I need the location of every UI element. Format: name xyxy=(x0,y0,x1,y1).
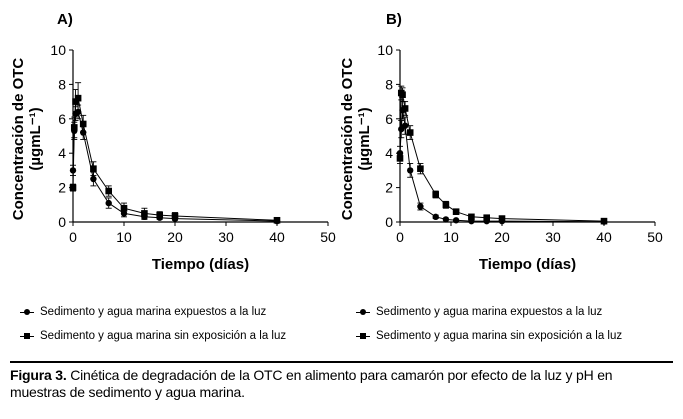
y-tick-label: 2 xyxy=(58,180,66,196)
x-tick-label: 10 xyxy=(116,229,132,245)
data-point-circle xyxy=(401,122,409,129)
data-point-square xyxy=(105,187,112,195)
legend-item-light: Sedimento y agua marina expuestos a la l… xyxy=(356,305,622,319)
legend-label-dark: Sedimento y agua marina sin exposición a… xyxy=(40,330,287,342)
data-point-square xyxy=(406,129,414,136)
y-axis-units: (µgmL⁻¹) xyxy=(27,107,44,170)
chart-panel-a: A) 0 2 4 6 8 10 0 10 20 30 40 50 Tiempo (días) Concent… xyxy=(10,11,336,273)
series-line xyxy=(72,111,278,222)
data-point-square xyxy=(90,165,97,172)
caption-label: Figura 3. xyxy=(10,367,67,383)
data-point-square xyxy=(141,210,148,217)
x-tick-label: 50 xyxy=(320,229,336,245)
x-axis-label: Tiempo (días) xyxy=(152,256,249,273)
x-tick-label: 40 xyxy=(269,229,285,245)
y-tick-label: 6 xyxy=(58,111,66,127)
x-tick-label: 0 xyxy=(69,229,77,245)
square-marker-icon xyxy=(20,331,34,341)
y-tick-label: 4 xyxy=(58,145,66,161)
data-point-square xyxy=(483,214,490,221)
x-axis-label: Tiempo (días) xyxy=(479,256,576,273)
data-point-circle xyxy=(442,216,450,223)
legend-label-dark: Sedimento y agua marina sin exposición a… xyxy=(376,330,623,342)
square-marker-icon xyxy=(356,331,370,341)
data-point-square xyxy=(70,124,78,131)
legend-item-light: Sedimento y agua marina expuestos a la l… xyxy=(20,305,286,319)
data-point-circle xyxy=(432,213,439,221)
x-tick-label: 20 xyxy=(494,229,510,245)
legend-panel-b: Sedimento y agua marina expuestos a la l… xyxy=(356,305,622,353)
data-point-square xyxy=(401,105,409,112)
x-tick-label: 30 xyxy=(545,229,561,245)
data-point-square xyxy=(399,91,406,99)
caption-divider xyxy=(10,361,673,363)
data-point-square xyxy=(452,208,460,215)
data-point-square xyxy=(69,184,77,191)
panel-label: B) xyxy=(386,11,402,28)
legend-label-light: Sedimento y agua marina expuestos a la l… xyxy=(376,306,603,318)
x-tick-label: 40 xyxy=(596,229,612,245)
panel-label: A) xyxy=(57,11,73,28)
data-point-square xyxy=(417,165,424,172)
y-axis-label: Concentración de OTC xyxy=(10,58,27,221)
data-point-square xyxy=(432,191,439,198)
y-axis-label: Concentración de OTC xyxy=(339,58,356,221)
data-point-square xyxy=(600,217,608,225)
data-point-circle xyxy=(452,217,460,224)
data-point-square xyxy=(120,204,128,212)
y-tick-label: 8 xyxy=(385,76,393,92)
circle-marker-icon xyxy=(20,307,34,317)
legend-item-dark: Sedimento y agua marina sin exposición a… xyxy=(356,329,622,343)
y-tick-label: 2 xyxy=(385,180,393,196)
y-tick-label: 4 xyxy=(385,145,393,161)
series-line xyxy=(399,110,605,223)
figure-caption: Figura 3. Cinética de degradación de la … xyxy=(10,367,670,401)
x-tick-label: 30 xyxy=(218,229,234,245)
data-point-square xyxy=(79,120,87,128)
legend-label-light: Sedimento y agua marina expuestos a la l… xyxy=(40,306,267,318)
series-light xyxy=(396,101,608,225)
data-point-square xyxy=(273,216,281,224)
data-point-circle xyxy=(90,175,97,183)
data-point-square xyxy=(396,155,404,162)
caption-text: Cinética de degradación de la OTC en ali… xyxy=(10,367,613,400)
series-line xyxy=(72,97,278,221)
series-dark xyxy=(396,85,608,225)
data-point-circle xyxy=(105,199,112,207)
chart-panel-b: B) 0 2 4 6 8 10 0 10 20 30 40 50 Tiempo (días) Concent… xyxy=(339,11,663,273)
data-point-square xyxy=(156,211,163,219)
legend-item-dark: Sedimento y agua marina sin exposición a… xyxy=(20,329,286,343)
data-point-square xyxy=(72,98,79,105)
data-point-square xyxy=(171,212,179,220)
data-point-circle xyxy=(417,203,424,210)
data-point-square xyxy=(468,213,475,221)
y-tick-label: 6 xyxy=(385,111,393,127)
y-tick-label: 0 xyxy=(58,214,66,230)
series-line xyxy=(399,91,605,222)
data-point-square xyxy=(74,94,82,102)
y-tick-label: 10 xyxy=(377,42,393,58)
y-tick-label: 0 xyxy=(385,214,393,230)
x-tick-label: 10 xyxy=(443,229,459,245)
y-tick-label: 8 xyxy=(58,76,66,92)
data-point-square xyxy=(442,201,450,209)
circle-marker-icon xyxy=(356,307,370,317)
data-point-square xyxy=(498,215,506,222)
series-dark xyxy=(69,82,281,224)
x-tick-label: 20 xyxy=(167,229,183,245)
x-tick-label: 0 xyxy=(396,229,404,245)
series-light xyxy=(69,104,281,225)
data-point-circle xyxy=(407,167,414,174)
y-tick-label: 10 xyxy=(50,42,66,58)
x-tick-label: 50 xyxy=(647,229,663,245)
legend-panel-a: Sedimento y agua marina expuestos a la l… xyxy=(20,305,286,353)
y-axis-units: (µgmL⁻¹) xyxy=(356,107,373,170)
